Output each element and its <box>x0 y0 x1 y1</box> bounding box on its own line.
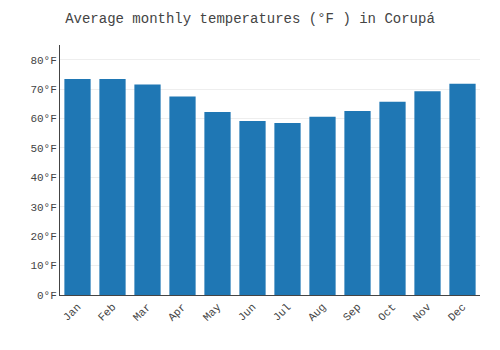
svg-text:60°F: 60°F <box>30 113 56 125</box>
svg-text:Oct: Oct <box>376 301 398 323</box>
svg-text:0°F: 0°F <box>37 290 57 302</box>
svg-text:Average monthly temperatures (: Average monthly temperatures (°F ) in Co… <box>65 11 435 27</box>
svg-text:Mar: Mar <box>131 301 153 323</box>
svg-text:Sep: Sep <box>341 301 363 323</box>
svg-text:Aug: Aug <box>306 301 328 323</box>
svg-text:Feb: Feb <box>96 301 118 323</box>
svg-text:Jun: Jun <box>236 301 258 323</box>
svg-text:50°F: 50°F <box>30 143 56 155</box>
svg-text:10°F: 10°F <box>30 260 56 272</box>
svg-text:Jan: Jan <box>61 301 83 323</box>
svg-text:Apr: Apr <box>166 301 188 323</box>
svg-text:30°F: 30°F <box>30 202 56 214</box>
svg-text:May: May <box>201 301 224 324</box>
svg-text:Jul: Jul <box>271 301 293 323</box>
svg-text:Dec: Dec <box>446 301 468 323</box>
svg-text:40°F: 40°F <box>30 172 56 184</box>
svg-text:70°F: 70°F <box>30 84 56 96</box>
svg-text:80°F: 80°F <box>30 55 56 67</box>
svg-text:Nov: Nov <box>411 301 434 324</box>
svg-text:20°F: 20°F <box>30 231 56 243</box>
